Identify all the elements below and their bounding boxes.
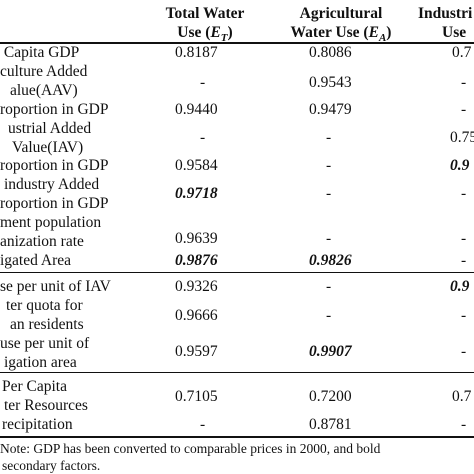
row-label: industry Added <box>4 176 100 193</box>
cell: - <box>326 307 332 324</box>
cell: 0.8187 <box>175 44 218 61</box>
table-note: secondary factors. <box>2 458 101 473</box>
row-label: recipitation <box>2 416 73 433</box>
cell: 0.7200 <box>309 388 352 405</box>
cell: - <box>461 230 467 247</box>
cell: 0.7 <box>452 388 472 405</box>
row-label: ment population <box>0 214 102 231</box>
row-label: anization rate <box>0 233 84 250</box>
cell: - <box>461 101 467 118</box>
cell: 0.8781 <box>309 416 352 433</box>
cell: 0.9639 <box>175 230 218 247</box>
cell-bold: 0.9 <box>450 278 470 295</box>
cell: 0.9666 <box>175 307 218 324</box>
cell: - <box>461 307 467 324</box>
row-label: se per unit of IAV <box>0 278 111 295</box>
row-label: an residents <box>10 316 84 333</box>
row-label: roportion in GDP <box>0 101 109 118</box>
cell-bold: 0.9718 <box>175 185 218 202</box>
header-agricultural-water-use: Agricultural Water Use (EA) <box>290 5 392 45</box>
cell: - <box>326 129 332 146</box>
row-label: Per Capita <box>2 378 67 395</box>
cell: 0.9479 <box>309 101 352 118</box>
cell: - <box>461 185 467 202</box>
cell: - <box>461 252 467 269</box>
cell: 0.9440 <box>175 101 218 118</box>
row-label: Value(IAV) <box>12 139 84 156</box>
row-label: ustrial Added <box>8 120 92 137</box>
cell: - <box>326 230 332 247</box>
cell: 0.9597 <box>175 343 218 360</box>
cell: 0.7 <box>452 44 472 61</box>
header-total-water-use: Total Water Use (ET) <box>165 5 245 45</box>
cell: 0.8086 <box>309 44 352 61</box>
cell: - <box>200 416 206 433</box>
cell-bold: 0.9826 <box>309 252 352 269</box>
cell: 0.7105 <box>175 388 218 405</box>
bottom-rule <box>0 436 474 438</box>
row-label: alue(AAV) <box>10 82 78 99</box>
cell: 0.9543 <box>309 74 352 91</box>
cell-bold: 0.9876 <box>175 252 218 269</box>
row-label: roportion in GDP <box>0 157 109 174</box>
group-rule <box>0 272 474 273</box>
row-label: igated Area <box>0 252 72 269</box>
cell: 0.75 <box>450 129 474 146</box>
header-industrial-water-use: Industri Use <box>418 5 473 41</box>
row-label: culture Added <box>0 63 88 80</box>
cell: - <box>326 278 332 295</box>
row-label: ter quota for <box>6 297 83 314</box>
cell-bold: 0.9 <box>450 157 470 174</box>
row-label: Capita GDP <box>3 44 80 61</box>
cell: - <box>200 129 206 146</box>
cell: 0.9584 <box>175 157 218 174</box>
row-label: ter Resources <box>4 397 88 414</box>
cell: - <box>461 416 467 433</box>
table-note: Note: GDP has been converted to comparab… <box>0 441 381 456</box>
row-label: igation area <box>4 354 77 371</box>
cell: - <box>461 343 467 360</box>
cell: - <box>326 157 332 174</box>
cell: - <box>200 74 206 91</box>
row-label: roportion in GDP <box>0 195 109 212</box>
header-rule <box>0 42 474 44</box>
cell-bold: 0.9907 <box>309 343 352 360</box>
cell: 0.9326 <box>175 278 218 295</box>
group-rule <box>0 372 474 373</box>
row-label: use per unit of <box>0 335 90 352</box>
cell: - <box>326 185 332 202</box>
cell: - <box>461 74 467 91</box>
